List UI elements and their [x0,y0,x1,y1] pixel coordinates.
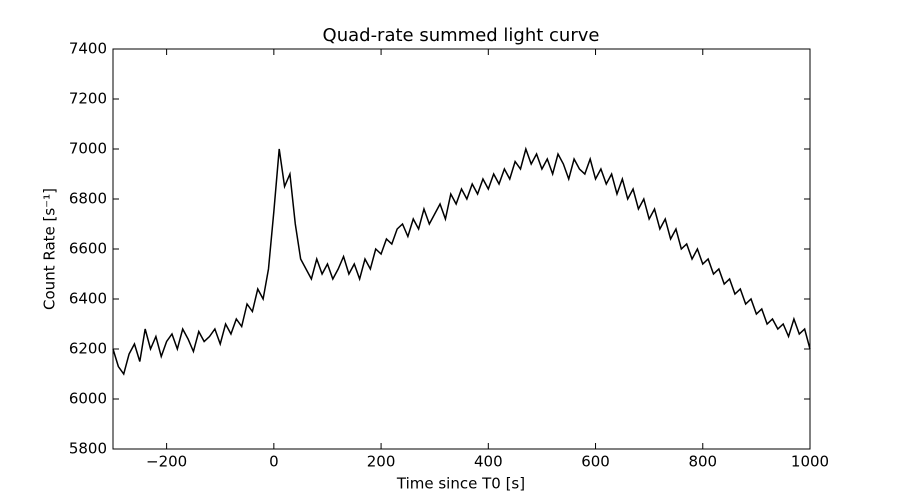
y-tick-label: 6000 [69,390,107,408]
x-tick-label: 0 [269,453,279,471]
x-axis-label: Time since T0 [s] [396,475,525,493]
y-tick-label: 7400 [69,40,107,58]
y-tick-label: 7000 [69,140,107,158]
chart-title: Quad-rate summed light curve [323,25,600,46]
light-curve [112,146,811,376]
x-tick-label: 600 [581,453,610,471]
y-axis-label: Count Rate [s⁻¹] [41,188,59,310]
y-tick-label: 7200 [69,90,107,108]
y-tick-label: 6600 [69,240,107,258]
x-tick-label: 800 [688,453,717,471]
y-tick-label: 6400 [69,290,107,308]
x-tick-label: −200 [146,453,187,471]
y-tick-label: 6800 [69,190,107,208]
x-tick-label: 400 [474,453,503,471]
y-tick-label: 5800 [69,440,107,458]
y-tick-label: 6200 [69,340,107,358]
x-tick-label: 200 [367,453,396,471]
x-tick-label: 1000 [791,453,829,471]
